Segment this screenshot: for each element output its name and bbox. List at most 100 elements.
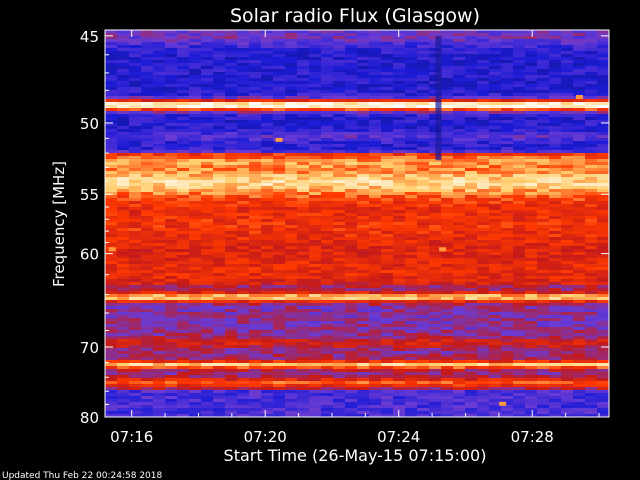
heatmap-cell xyxy=(489,255,502,259)
heatmap-cell xyxy=(189,117,202,121)
heatmap-cell xyxy=(189,375,202,379)
heatmap-cell xyxy=(177,216,190,220)
heatmap-cell xyxy=(549,255,562,259)
heatmap-cell xyxy=(465,249,478,253)
heatmap-cell xyxy=(441,174,454,178)
heatmap-cell xyxy=(561,363,574,367)
heatmap-cell xyxy=(441,384,454,388)
heatmap-cell xyxy=(309,87,322,91)
heatmap-cell xyxy=(153,366,166,370)
heatmap-cell xyxy=(309,48,322,52)
heatmap-cell xyxy=(321,195,334,199)
heatmap-cell xyxy=(201,84,214,88)
heatmap-cell xyxy=(585,51,598,55)
heatmap-cell xyxy=(489,195,502,199)
heatmap-cell xyxy=(369,348,382,352)
heatmap-cell xyxy=(165,177,178,181)
heatmap-cell xyxy=(177,240,190,244)
heatmap-cell xyxy=(465,84,478,88)
heatmap-cell xyxy=(285,246,298,250)
heatmap-cell xyxy=(141,183,154,187)
heatmap-cell xyxy=(369,120,382,124)
heatmap-cell xyxy=(477,282,490,286)
heatmap-cell xyxy=(525,303,538,307)
heatmap-cell xyxy=(405,90,418,94)
heatmap-cell xyxy=(165,102,178,106)
heatmap-cell xyxy=(117,60,130,64)
heatmap-cell xyxy=(381,66,394,70)
heatmap-cell xyxy=(441,216,454,220)
heatmap-cell xyxy=(189,105,202,109)
heatmap-cell xyxy=(165,279,178,283)
heatmap-cell xyxy=(105,102,118,106)
heatmap-cell xyxy=(429,234,442,238)
heatmap-cell xyxy=(261,39,274,43)
heatmap-cell xyxy=(417,291,430,295)
heatmap-cell xyxy=(129,288,142,292)
heatmap-cell xyxy=(549,93,562,97)
heatmap-cell xyxy=(225,129,238,133)
heatmap-cell xyxy=(225,90,238,94)
heatmap-cell xyxy=(129,369,142,373)
heatmap-cell xyxy=(429,93,442,97)
heatmap-cell xyxy=(417,234,430,238)
heatmap-cell xyxy=(105,147,118,151)
heatmap-cell xyxy=(561,219,574,223)
heatmap-cell xyxy=(165,264,178,268)
heatmap-cell xyxy=(381,87,394,91)
heatmap-cell xyxy=(237,354,250,358)
heatmap-cell xyxy=(393,315,406,319)
heatmap-cell xyxy=(369,156,382,160)
heatmap-cell xyxy=(261,90,274,94)
heatmap-cell xyxy=(453,279,466,283)
heatmap-cell xyxy=(357,363,370,367)
heatmap-cell xyxy=(141,288,154,292)
heatmap-cell xyxy=(321,249,334,253)
heatmap-cell xyxy=(465,54,478,58)
heatmap-cell xyxy=(537,333,550,337)
heatmap-cell xyxy=(153,300,166,304)
heatmap-cell xyxy=(573,138,586,142)
heatmap-cell xyxy=(105,342,118,346)
heatmap-cell xyxy=(417,294,430,298)
heatmap-cell xyxy=(249,339,262,343)
heatmap-cell xyxy=(369,276,382,280)
heatmap-cell xyxy=(321,159,334,163)
heatmap-cell xyxy=(561,243,574,247)
heatmap-cell xyxy=(381,348,394,352)
heatmap-cell xyxy=(333,384,346,388)
heatmap-cell xyxy=(261,255,274,259)
heatmap-cell xyxy=(201,207,214,211)
heatmap-cell xyxy=(561,150,574,154)
heatmap-cell xyxy=(561,156,574,160)
heatmap-cell xyxy=(357,30,370,34)
heatmap-cell xyxy=(477,357,490,361)
heatmap-cell xyxy=(549,366,562,370)
heatmap-cell xyxy=(357,291,370,295)
heatmap-cell xyxy=(489,165,502,169)
heatmap-cell xyxy=(381,132,394,136)
heatmap-cell xyxy=(141,240,154,244)
heatmap-cell xyxy=(309,360,322,364)
heatmap-cell xyxy=(597,222,609,226)
heatmap-cell xyxy=(549,84,562,88)
heatmap-cell xyxy=(177,105,190,109)
heatmap-cell xyxy=(369,228,382,232)
heatmap-cell xyxy=(129,99,142,103)
heatmap-cell xyxy=(381,90,394,94)
heatmap-cell xyxy=(165,261,178,265)
heatmap-cell xyxy=(573,315,586,319)
heatmap-cell xyxy=(213,111,226,115)
heatmap-cell xyxy=(201,42,214,46)
heatmap-cell xyxy=(429,78,442,82)
heatmap-cell xyxy=(189,42,202,46)
heatmap-cell xyxy=(117,243,130,247)
heatmap-cell xyxy=(333,192,346,196)
heatmap-cell xyxy=(597,54,609,58)
heatmap-cell xyxy=(105,327,118,331)
heatmap-cell xyxy=(489,75,502,79)
heatmap-cell xyxy=(201,99,214,103)
heatmap-cell xyxy=(201,357,214,361)
heatmap-cell xyxy=(189,342,202,346)
heatmap-cell xyxy=(333,306,346,310)
